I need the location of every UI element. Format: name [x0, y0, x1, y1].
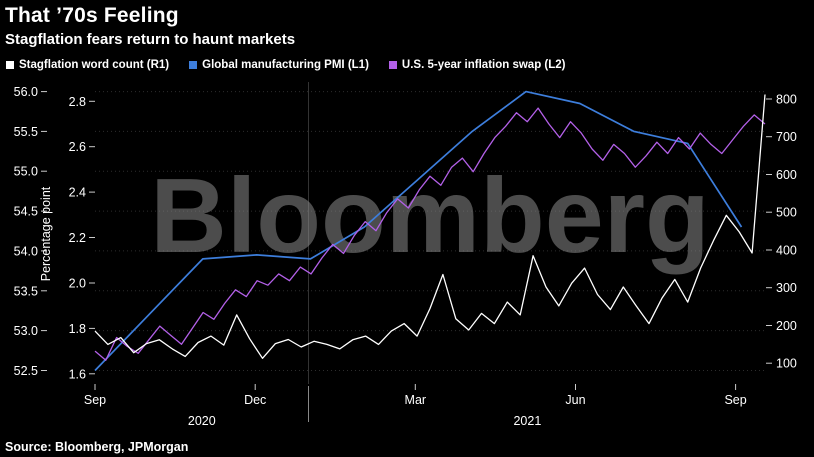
series-line-0	[94, 94, 766, 359]
axis-r1-tick-label: 400	[776, 244, 797, 258]
axis-l2-tick-label: 2.6	[69, 140, 86, 154]
legend-swatch-icon	[6, 61, 14, 69]
legend-label: Stagflation word count (R1)	[19, 59, 170, 71]
x-axis-tick-label: Jun	[565, 393, 585, 407]
axis-r1-tick-label: 700	[776, 130, 797, 144]
axis-l2-tick-label: 2.4	[69, 186, 86, 200]
chart-legend: Stagflation word count (R1) Global manufa…	[0, 48, 814, 74]
x-axis-tick-label: Dec	[244, 393, 266, 407]
x-axis-tick-label: Sep	[724, 393, 746, 407]
x-axis-year-label: 2021	[513, 414, 541, 428]
axis-r1-tick-label: 300	[776, 281, 797, 295]
axis-l2-tick-label: 2.2	[69, 231, 86, 245]
axis-l1-tick-label: 53.0	[14, 324, 38, 338]
axis-l2-tick-label: 2.8	[69, 95, 86, 109]
axis-l2-tick-label: 2.0	[69, 277, 86, 291]
axis-l1-tick-label: 55.5	[14, 125, 38, 139]
axis-l1-tick-label: 53.5	[14, 284, 38, 298]
x-axis-tick-label: Mar	[405, 393, 427, 407]
legend-item-1: Global manufacturing PMI (L1)	[189, 59, 369, 71]
chart: Bloomberg56.055.555.054.554.053.553.052.…	[14, 82, 797, 428]
series-line-2	[94, 107, 766, 361]
axis-r1-tick-label: 100	[776, 357, 797, 371]
axis-l1-tick-label: 56.0	[14, 85, 38, 99]
source-note: Source: Bloomberg, JPMorgan	[5, 440, 189, 454]
axis-label-percentage-point: Percentage point	[39, 186, 53, 281]
axis-l2-tick-label: 1.6	[69, 367, 86, 381]
axis-l1-tick-label: 54.0	[14, 244, 38, 258]
axis-r1-tick-label: 600	[776, 168, 797, 182]
legend-item-2: U.S. 5-year inflation swap (L2)	[388, 59, 566, 71]
axis-l1-tick-label: 54.5	[14, 205, 38, 219]
axis-l1-tick-label: 55.0	[14, 165, 38, 179]
axis-r1-tick-label: 200	[776, 319, 797, 333]
legend-label: Global manufacturing PMI (L1)	[202, 59, 369, 71]
x-axis-tick-label: Sep	[84, 393, 106, 407]
page-subtitle: Stagflation fears return to haunt market…	[5, 31, 296, 48]
axis-l1-tick-label: 52.5	[14, 364, 38, 378]
legend-label: U.S. 5-year inflation swap (L2)	[401, 59, 566, 71]
legend-swatch-icon	[189, 61, 198, 69]
axis-l2-tick-label: 1.8	[69, 322, 86, 336]
axis-r1-tick-label: 800	[776, 93, 797, 107]
legend-item-0: Stagflation word count (R1)	[6, 59, 169, 71]
series-line-1	[94, 90, 743, 372]
x-axis-year-label: 2020	[188, 414, 216, 428]
page-title: That ’70s Feeling	[5, 4, 179, 27]
legend-swatch-icon	[388, 61, 397, 69]
axis-r1-tick-label: 500	[776, 206, 797, 220]
